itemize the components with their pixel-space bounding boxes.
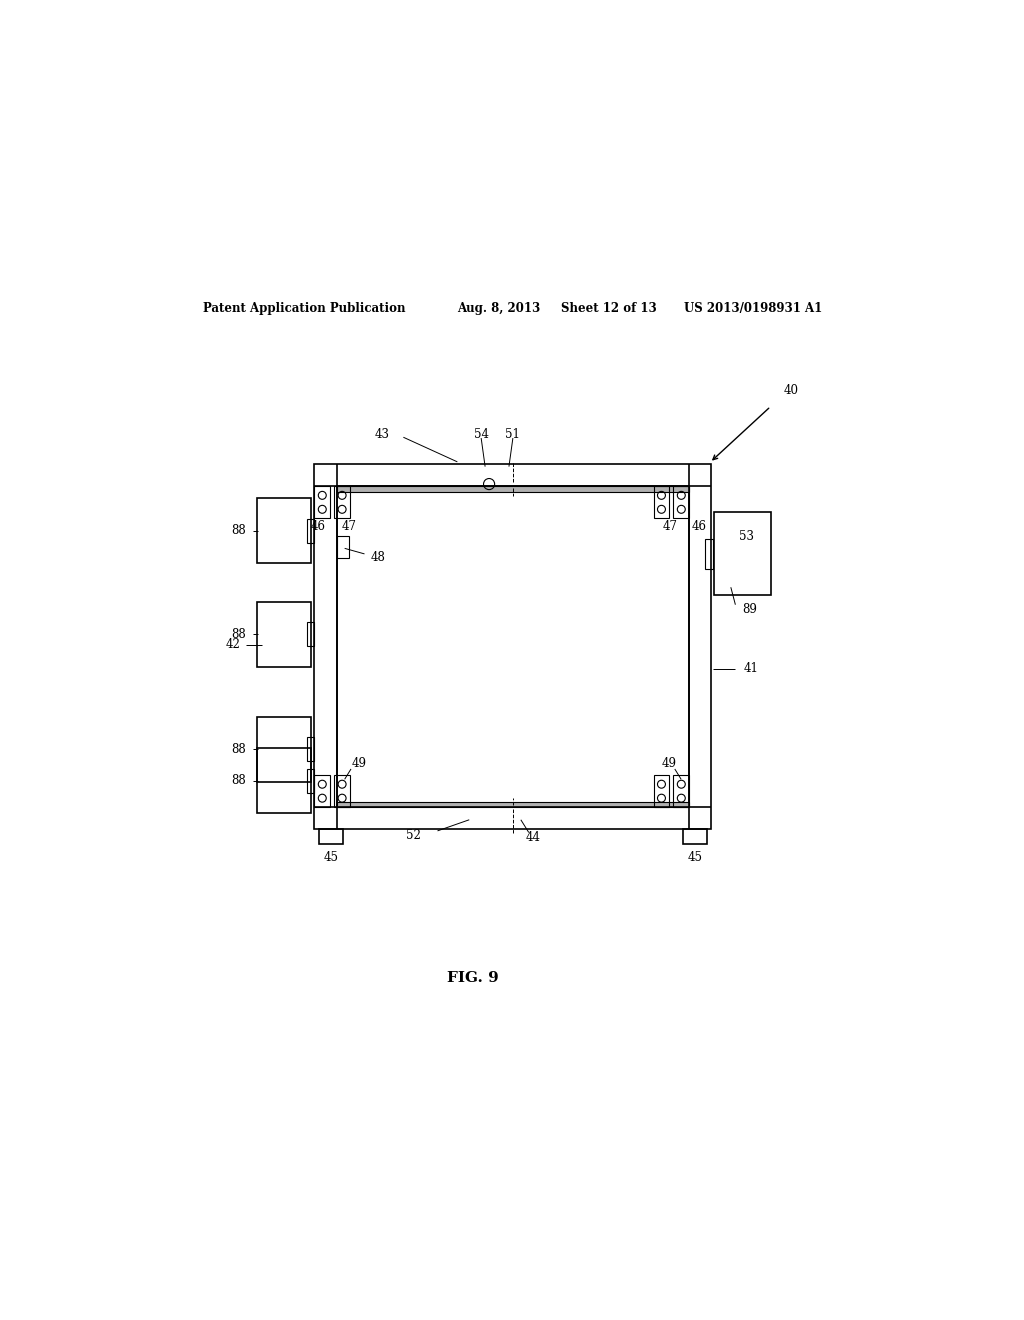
Text: 49: 49 — [662, 756, 677, 770]
Text: US 2013/0198931 A1: US 2013/0198931 A1 — [684, 302, 822, 315]
Bar — [337, 801, 689, 807]
Bar — [306, 737, 314, 762]
Text: 42: 42 — [225, 639, 241, 652]
Bar — [674, 775, 689, 807]
Bar — [314, 465, 712, 829]
Text: 89: 89 — [742, 603, 758, 616]
Text: 47: 47 — [663, 520, 678, 533]
Bar — [334, 487, 350, 519]
Text: 54: 54 — [474, 428, 488, 441]
Bar — [653, 775, 670, 807]
Text: 88: 88 — [231, 627, 247, 640]
Bar — [334, 775, 350, 807]
Bar — [705, 539, 713, 569]
Text: 45: 45 — [324, 851, 338, 865]
Bar — [653, 487, 670, 519]
Bar — [306, 768, 314, 793]
Bar — [306, 622, 314, 647]
Bar — [337, 536, 348, 558]
Text: 46: 46 — [311, 520, 326, 533]
Text: 47: 47 — [342, 520, 356, 533]
Text: 44: 44 — [525, 830, 541, 843]
Text: Patent Application Publication: Patent Application Publication — [204, 302, 406, 315]
Text: 51: 51 — [506, 428, 520, 441]
Text: 43: 43 — [375, 428, 389, 441]
Bar — [683, 829, 707, 843]
Text: 41: 41 — [743, 663, 759, 675]
Bar — [314, 775, 330, 807]
Text: 88: 88 — [231, 524, 247, 537]
Text: 46: 46 — [692, 520, 707, 533]
Text: 88: 88 — [231, 743, 247, 755]
Bar — [674, 487, 689, 519]
Bar — [257, 748, 310, 813]
Text: 49: 49 — [351, 756, 367, 770]
Text: FIG. 9: FIG. 9 — [447, 970, 499, 985]
Bar — [306, 519, 314, 544]
Text: 52: 52 — [407, 829, 421, 842]
Text: 48: 48 — [371, 552, 385, 565]
Bar — [714, 512, 771, 595]
Bar — [257, 717, 310, 781]
Bar — [314, 487, 330, 519]
Bar — [257, 602, 310, 667]
Text: 40: 40 — [783, 384, 798, 397]
Text: 53: 53 — [738, 531, 754, 544]
Bar — [337, 487, 689, 807]
Bar — [318, 829, 343, 843]
Text: Sheet 12 of 13: Sheet 12 of 13 — [560, 302, 656, 315]
Text: Aug. 8, 2013: Aug. 8, 2013 — [458, 302, 541, 315]
Text: 45: 45 — [687, 851, 702, 865]
Bar — [337, 487, 689, 492]
Bar — [257, 499, 310, 564]
Text: 88: 88 — [231, 775, 247, 787]
